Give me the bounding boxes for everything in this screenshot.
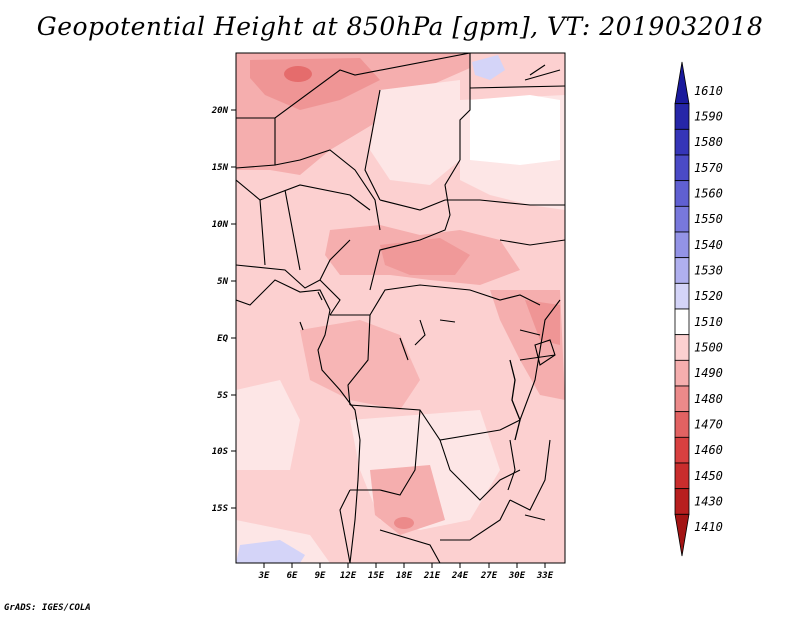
colorbar-segment <box>674 282 690 310</box>
colorbar-label: 1500 <box>694 341 723 355</box>
colorbar-label: 1450 <box>694 469 723 483</box>
colorbar-label: 1470 <box>694 418 723 432</box>
lon-tick-label: 27E <box>480 571 498 581</box>
colorbar-segment <box>674 154 690 182</box>
lon-tick-label: 24E <box>451 571 469 581</box>
field-1480-north <box>250 58 380 110</box>
field-1490-south <box>370 465 445 535</box>
colorbar-label: 1610 <box>694 84 723 98</box>
lon-tick-label: 9E <box>315 571 326 581</box>
colorbar-label: 1560 <box>694 187 723 201</box>
colorbar-label: 1550 <box>694 212 723 226</box>
colorbar-segment <box>674 513 690 557</box>
colorbar-label: 1480 <box>694 392 723 406</box>
latitude-axis: 20N 15N 10N 5N EQ 5S 10S 15S <box>211 106 236 514</box>
colorbar-segment <box>674 334 690 361</box>
colorbar-label: 1490 <box>694 366 723 380</box>
field-1510-northeast <box>470 95 560 165</box>
longitude-axis: 3E 6E 9E 12E 15E 18E 21E 24E 27E 30E 33E <box>258 563 554 581</box>
lon-tick-label: 30E <box>508 571 526 581</box>
lon-tick-label: 6E <box>287 571 298 581</box>
colorbar-label: 1430 <box>694 495 723 509</box>
colorbar-label: 1520 <box>694 289 723 303</box>
field-1520-north <box>472 55 505 80</box>
colorbar-segment <box>674 436 690 464</box>
field-1480-south <box>394 517 414 529</box>
colorbar-segment <box>674 231 690 259</box>
colorbar-segment <box>674 205 690 233</box>
colorbar-label: 1510 <box>694 315 723 329</box>
field-1520-southwest <box>236 540 305 563</box>
colorbar-segment <box>674 128 690 156</box>
field-pale-central-north <box>370 80 460 185</box>
colorbar: 1610 1590 1580 1570 1560 1550 1540 1530 1520 1510… <box>674 61 723 557</box>
lat-tick-label: EQ <box>217 334 228 344</box>
colorbar-segment <box>674 308 690 336</box>
colorbar-segment <box>674 103 690 130</box>
field-1470-core <box>284 66 312 82</box>
lat-tick-label: 5S <box>217 391 228 401</box>
colorbar-segment <box>674 411 690 438</box>
map-frame <box>235 52 566 564</box>
colorbar-segment <box>674 462 690 490</box>
field-1490-congo <box>300 320 420 410</box>
lon-tick-label: 12E <box>340 571 357 581</box>
lat-tick-label: 15S <box>212 504 229 514</box>
colorbar-segment <box>674 385 690 413</box>
lat-tick-label: 15N <box>212 163 229 173</box>
field-pale-southwest <box>236 380 300 470</box>
country-borders <box>236 53 565 563</box>
lon-tick-label: 15E <box>368 571 385 581</box>
colorbar-label: 1540 <box>694 238 723 252</box>
lon-tick-label: 33E <box>536 571 554 581</box>
field-1480-central <box>380 238 470 275</box>
colorbar-label: 1570 <box>694 161 723 175</box>
colorbar-label: 1590 <box>694 110 723 124</box>
colorbar-segment <box>674 257 690 284</box>
map-title: Geopotential Height at 850hPa [gpm], VT:… <box>36 12 764 41</box>
lon-tick-label: 18E <box>396 571 413 581</box>
colorbar-label: 1580 <box>694 135 723 149</box>
colorbar-label: 1410 <box>694 520 723 534</box>
colorbar-label: 1460 <box>694 443 723 457</box>
colorbar-segment <box>674 180 690 207</box>
colorbar-segment <box>674 61 690 105</box>
colorbar-label: 1530 <box>694 264 723 278</box>
lon-tick-label: 21E <box>423 571 441 581</box>
lat-tick-label: 10N <box>212 220 229 230</box>
lat-tick-label: 20N <box>211 106 229 116</box>
lat-tick-label: 10S <box>212 447 229 457</box>
lon-tick-label: 3E <box>258 571 270 581</box>
colorbar-segment <box>674 359 690 387</box>
lat-tick-label: 5N <box>217 277 228 287</box>
grads-credit: GrADS: IGES/COLA <box>4 603 91 613</box>
height-field <box>236 53 565 563</box>
colorbar-segment <box>674 488 690 515</box>
